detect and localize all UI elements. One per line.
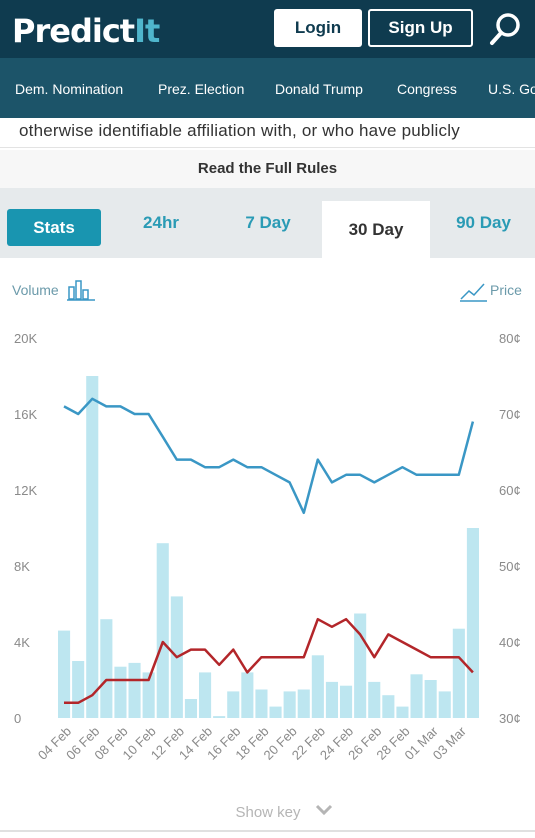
- volume-bar[interactable]: [142, 672, 155, 718]
- volume-bar[interactable]: [100, 619, 113, 718]
- price-line-blue[interactable]: [63, 397, 475, 515]
- tab-90-day[interactable]: 90 Day: [456, 213, 511, 232]
- volume-bar[interactable]: [269, 706, 282, 718]
- volume-bar[interactable]: [396, 706, 409, 718]
- chevron-down-icon[interactable]: [315, 804, 333, 816]
- top-header: Predict It Login Sign Up: [0, 0, 535, 58]
- chart-range-tabs: Stats 24hr 7 Day 30 Day 90 Day: [0, 188, 535, 258]
- volume-bar[interactable]: [424, 680, 437, 718]
- signup-button[interactable]: Sign Up: [368, 9, 473, 47]
- volume-legend-label: Volume: [12, 282, 59, 298]
- price-axis-tick: 70¢: [499, 407, 521, 422]
- tab-7-day[interactable]: 7 Day: [245, 213, 291, 232]
- price-axis-tick: 50¢: [499, 559, 521, 574]
- nav-item-dem-nomination[interactable]: Dem. Nomination: [15, 81, 124, 97]
- logo-accent: It: [134, 12, 160, 50]
- volume-bar[interactable]: [438, 691, 451, 718]
- volume-bar[interactable]: [340, 685, 353, 718]
- date-axis-tick: 03 Mar: [430, 723, 470, 763]
- price-axis-tick: 80¢: [499, 331, 521, 346]
- volume-bar[interactable]: [466, 528, 479, 718]
- volume-bar[interactable]: [311, 655, 324, 718]
- volume-bar[interactable]: [297, 689, 310, 719]
- volume-bar[interactable]: [227, 691, 240, 718]
- volume-bar[interactable]: [325, 681, 338, 718]
- rules-text-peek: otherwise identifiable affiliation with,…: [0, 118, 535, 148]
- search-icon[interactable]: [489, 10, 523, 48]
- volume-bars-icon: [67, 280, 95, 301]
- volume-bar[interactable]: [382, 695, 395, 718]
- volume-bar[interactable]: [86, 376, 99, 718]
- volume-axis-tick: 16K: [14, 407, 37, 422]
- market-nav: Dem. Nomination Prez. Election Donald Tr…: [0, 58, 535, 118]
- volume-bar[interactable]: [241, 672, 254, 718]
- volume-bar[interactable]: [114, 666, 127, 718]
- nav-item-congress[interactable]: Congress: [397, 81, 457, 97]
- volume-axis-tick: 20K: [14, 331, 37, 346]
- price-line-icon: [460, 283, 487, 302]
- read-full-rules-link[interactable]: Read the Full Rules: [0, 150, 535, 188]
- show-key-toggle[interactable]: Show key: [235, 804, 301, 821]
- volume-bar[interactable]: [58, 630, 71, 718]
- price-axis-tick: 60¢: [499, 483, 521, 498]
- volume-bar[interactable]: [199, 672, 212, 718]
- volume-axis-tick: 12K: [14, 483, 37, 498]
- volume-bar[interactable]: [213, 716, 226, 718]
- volume-bar[interactable]: [283, 691, 296, 718]
- volume-axis-tick: 0: [14, 711, 21, 726]
- volume-axis-tick: 4K: [14, 635, 30, 650]
- rules-peek-text: otherwise identifiable affiliation with,…: [19, 121, 460, 140]
- tab-30-day[interactable]: 30 Day: [322, 201, 430, 258]
- volume-bar[interactable]: [255, 689, 268, 719]
- volume-bar[interactable]: [128, 662, 141, 718]
- price-legend-label: Price: [490, 282, 522, 298]
- nav-item-prez-election[interactable]: Prez. Election: [158, 81, 245, 97]
- volume-bar[interactable]: [184, 699, 197, 718]
- volume-bar[interactable]: [156, 543, 169, 718]
- volume-bar[interactable]: [410, 674, 423, 718]
- chart-svg: Volume Price 0 4K 8K 12K 16K 20K 30¢ 40¢ 50¢ 60¢…: [0, 280, 535, 832]
- price-line-red[interactable]: [64, 617, 474, 705]
- logo-main: Predict: [12, 12, 135, 50]
- tab-stats[interactable]: Stats: [7, 209, 101, 246]
- nav-item-donald-trump[interactable]: Donald Trump: [275, 81, 363, 97]
- price-axis-tick: 40¢: [499, 635, 521, 650]
- volume-bar[interactable]: [368, 681, 381, 718]
- tab-24hr[interactable]: 24hr: [143, 213, 179, 232]
- volume-bar[interactable]: [72, 661, 85, 718]
- volume-axis-tick: 8K: [14, 559, 30, 574]
- nav-item-us-gov[interactable]: U.S. Gov: [488, 81, 535, 97]
- login-button[interactable]: Login: [274, 9, 362, 47]
- price-volume-chart: Volume Price 0 4K 8K 12K 16K 20K 30¢ 40¢ 50¢ 60¢…: [0, 258, 535, 833]
- predictit-logo[interactable]: Predict It: [12, 10, 160, 50]
- price-axis-tick: 30¢: [499, 711, 521, 726]
- volume-bar[interactable]: [452, 628, 465, 718]
